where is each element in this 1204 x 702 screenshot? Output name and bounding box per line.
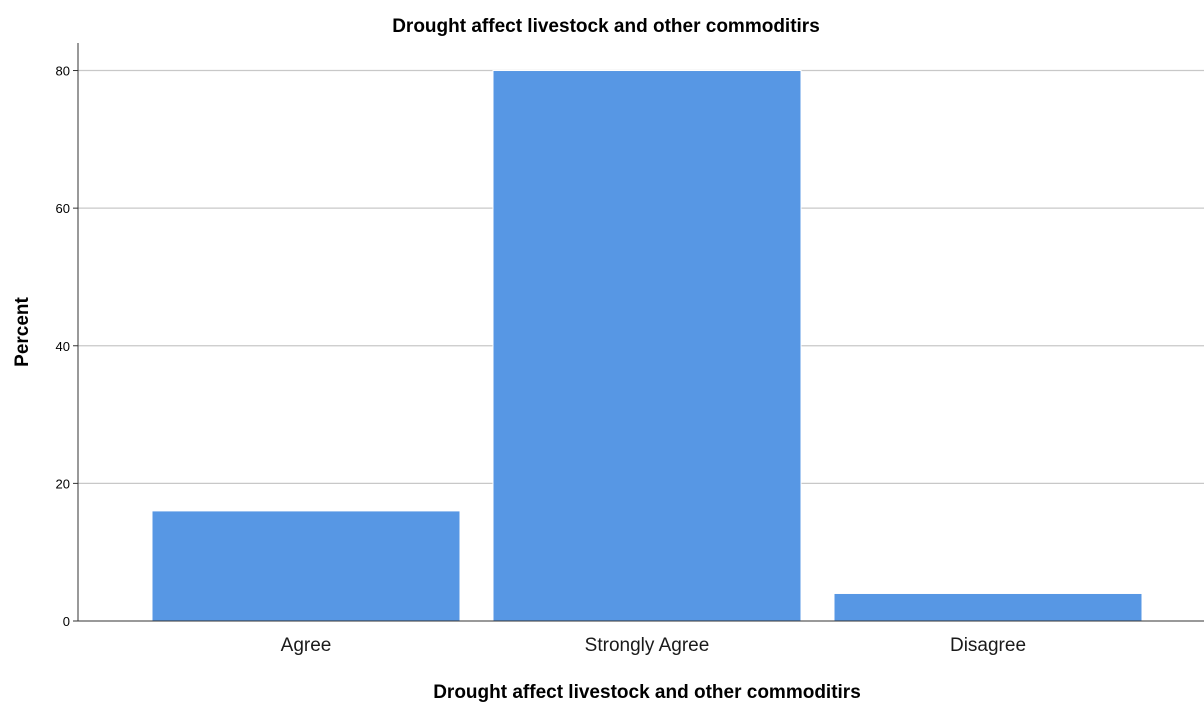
x-tick-label: Strongly Agree [585, 635, 710, 656]
x-axis-ticks: Agree Strongly Agree Disagree [281, 635, 1026, 656]
y-tick-label: 80 [56, 64, 70, 79]
y-axis-title: Percent [12, 296, 33, 366]
bar-agree [151, 510, 461, 622]
bar-disagree [833, 592, 1143, 622]
y-tick-label: 20 [56, 476, 70, 491]
y-tick-label: 0 [63, 614, 70, 629]
x-tick-label: Disagree [950, 635, 1026, 656]
y-axis-ticks: 0 20 40 60 80 [56, 64, 78, 629]
x-axis-title: Drought affect livestock and other commo… [433, 682, 861, 702]
x-tick-label: Agree [281, 635, 332, 656]
chart-title: Drought affect livestock and other commo… [392, 16, 820, 37]
bar-strongly-agree [492, 70, 802, 622]
y-tick-label: 40 [56, 339, 70, 354]
y-tick-label: 60 [56, 201, 70, 216]
